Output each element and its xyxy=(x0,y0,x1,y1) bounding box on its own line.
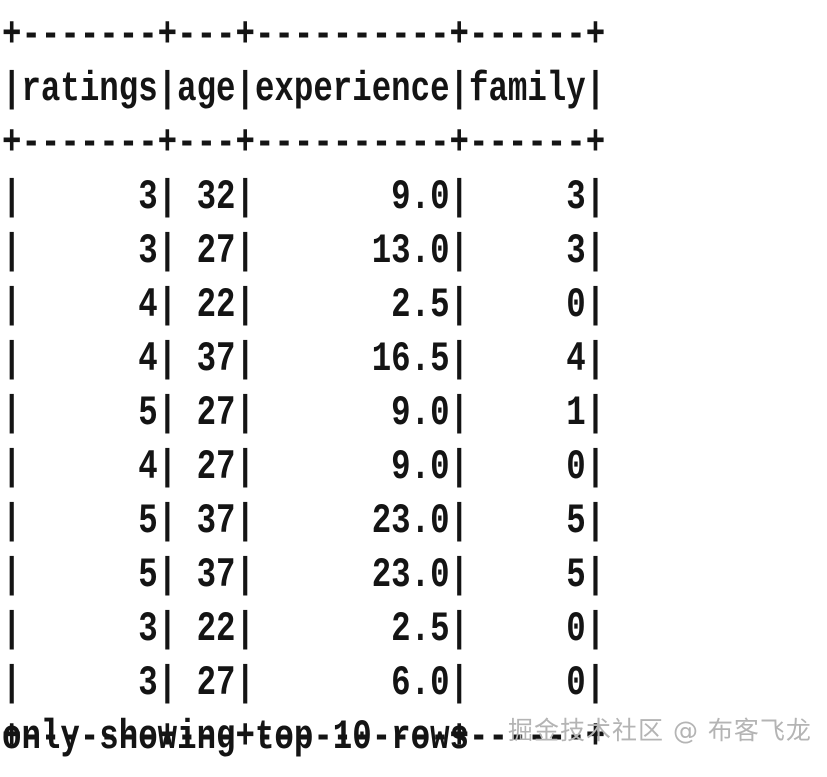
table-header-separator: +-------+---+----------+------+ xyxy=(2,119,606,167)
table-top-border: +-------+---+----------+------+ xyxy=(2,11,606,59)
table-row: | 3| 27| 13.0| 3| xyxy=(2,227,606,275)
table-row: | 3| 27| 6.0| 0| xyxy=(2,659,606,707)
table-row: | 5| 37| 23.0| 5| xyxy=(2,497,606,545)
truncation-notice: only showing top 10 rows xyxy=(2,713,469,761)
table-row: | 4| 37| 16.5| 4| xyxy=(2,335,606,383)
table-row: | 4| 27| 9.0| 0| xyxy=(2,443,606,491)
table-row: | 5| 37| 23.0| 5| xyxy=(2,551,606,599)
table-row: | 3| 32| 9.0| 3| xyxy=(2,173,606,221)
table-row: | 5| 27| 9.0| 1| xyxy=(2,389,606,437)
table-header-row: |ratings|age|experience|family| xyxy=(2,65,606,113)
table-row: | 3| 22| 2.5| 0| xyxy=(2,605,606,653)
dataframe-ascii-table: +-------+---+----------+------+ |ratings… xyxy=(2,8,827,764)
table-bottom-border: +-------+---+----------+------+ xyxy=(2,713,606,761)
table-row: | 4| 22| 2.5| 0| xyxy=(2,281,606,329)
